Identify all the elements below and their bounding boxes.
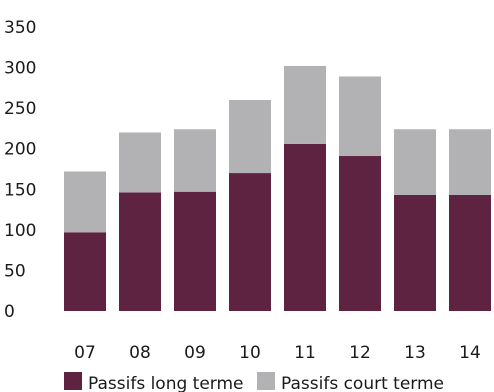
y-tick-label: 250 [4, 99, 36, 119]
bar-14-series-2 [449, 129, 491, 195]
bar-10-series-1 [229, 173, 271, 311]
bar-10-series-2 [229, 100, 271, 174]
bar-08-series-2 [119, 132, 161, 193]
x-tick-label: 09 [184, 343, 206, 363]
bar-09-series-1 [174, 191, 216, 311]
bar-08-series-1 [119, 192, 161, 311]
y-tick-label: 100 [4, 221, 36, 241]
x-tick-label: 12 [349, 343, 371, 363]
bar-13-series-1 [394, 194, 436, 311]
legend-swatch [257, 372, 275, 390]
legend-swatch [64, 372, 82, 390]
x-tick-label: 10 [239, 343, 261, 363]
bar-07-series-2 [64, 171, 106, 233]
bar-11-series-2 [284, 65, 326, 144]
bar-07-series-1 [64, 232, 106, 311]
bar-09-series-2 [174, 129, 216, 192]
bar-12-series-1 [339, 156, 381, 311]
bar-14-series-1 [449, 194, 491, 311]
legend-label: Passifs court terme [281, 374, 444, 392]
y-tick-label: 300 [4, 59, 36, 79]
x-tick-label: 08 [129, 343, 151, 363]
y-tick-label: 150 [4, 180, 36, 200]
y-tick-label: 50 [4, 261, 26, 281]
x-axis-ticks: 07 08 09 10 11 12 13 14 [74, 343, 481, 363]
legend: Passifs long terme Passifs court terme [64, 372, 444, 392]
y-tick-label: 0 [4, 302, 15, 322]
bar-12-series-2 [339, 76, 381, 157]
legend-label: Passifs long terme [88, 374, 244, 392]
x-tick-label: 07 [74, 343, 96, 363]
bars [64, 65, 491, 311]
x-tick-label: 13 [404, 343, 426, 363]
bar-13-series-2 [394, 129, 436, 195]
x-tick-label: 14 [459, 343, 481, 363]
y-axis-ticks: 0 50 100 150 200 250 300 350 [4, 18, 36, 322]
x-tick-label: 11 [294, 343, 316, 363]
y-tick-label: 200 [4, 140, 36, 160]
bar-11-series-1 [284, 143, 326, 311]
y-tick-label: 350 [4, 18, 36, 38]
